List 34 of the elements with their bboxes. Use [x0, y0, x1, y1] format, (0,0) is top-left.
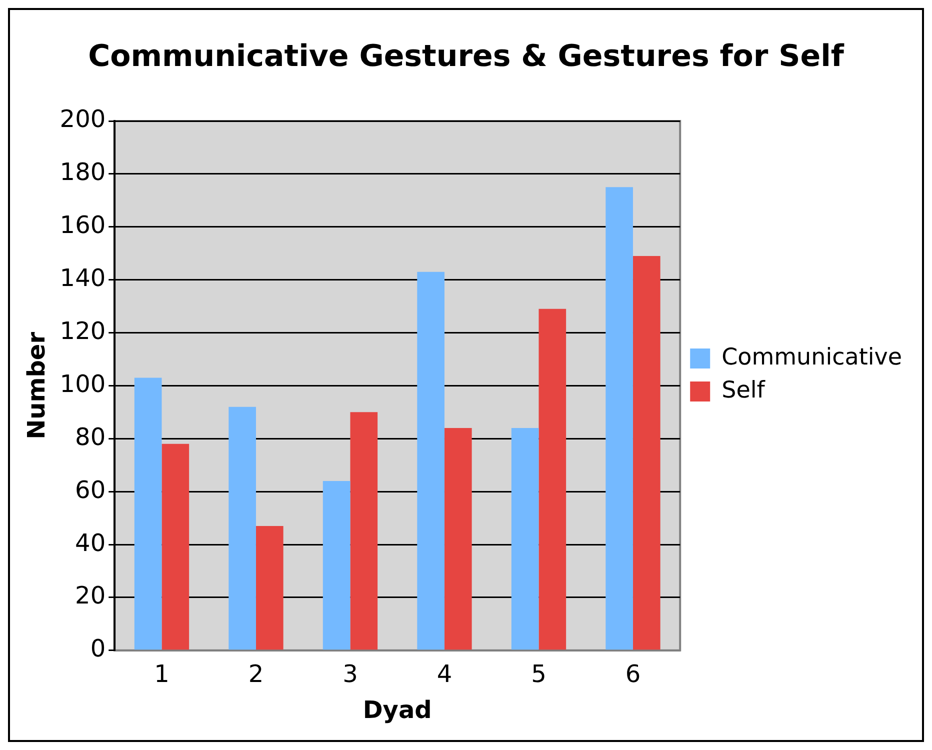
bar [417, 272, 444, 650]
chart-title: Communicative Gestures & Gestures for Self [88, 38, 845, 74]
y-tick-label: 80 [75, 422, 106, 451]
bar [350, 412, 378, 650]
y-tick-label: 140 [60, 264, 106, 292]
bar [322, 480, 350, 650]
bar [606, 187, 633, 650]
bar [632, 256, 660, 650]
x-tick-label: 3 [342, 660, 358, 688]
y-tick-label: 100 [60, 370, 106, 398]
y-tick-label: 0 [90, 634, 106, 663]
y-tick-label: 60 [75, 476, 106, 504]
y-tick-label: 20 [75, 582, 106, 610]
y-tick-label: 160 [60, 211, 106, 240]
x-tick-label: 5 [531, 660, 546, 688]
y-tick-label: 180 [60, 158, 106, 186]
y-axis-title: Number [22, 332, 51, 440]
y-tick-label: 120 [60, 316, 106, 345]
bar [444, 428, 472, 650]
bar [134, 378, 162, 650]
bar [511, 428, 539, 650]
y-tick-label: 200 [60, 105, 106, 134]
x-tick-label: 4 [436, 660, 452, 688]
bar [256, 526, 284, 650]
x-axis-title: Dyad [362, 696, 432, 724]
legend-label: Communicative [722, 344, 902, 370]
y-tick-label: 40 [75, 528, 106, 557]
x-tick-label: 1 [154, 660, 170, 688]
legend-label: Self [722, 377, 766, 404]
bar [162, 444, 190, 650]
bar [538, 308, 566, 650]
x-tick-label: 6 [625, 660, 641, 688]
x-tick-label: 2 [248, 660, 264, 688]
bar [228, 406, 256, 650]
